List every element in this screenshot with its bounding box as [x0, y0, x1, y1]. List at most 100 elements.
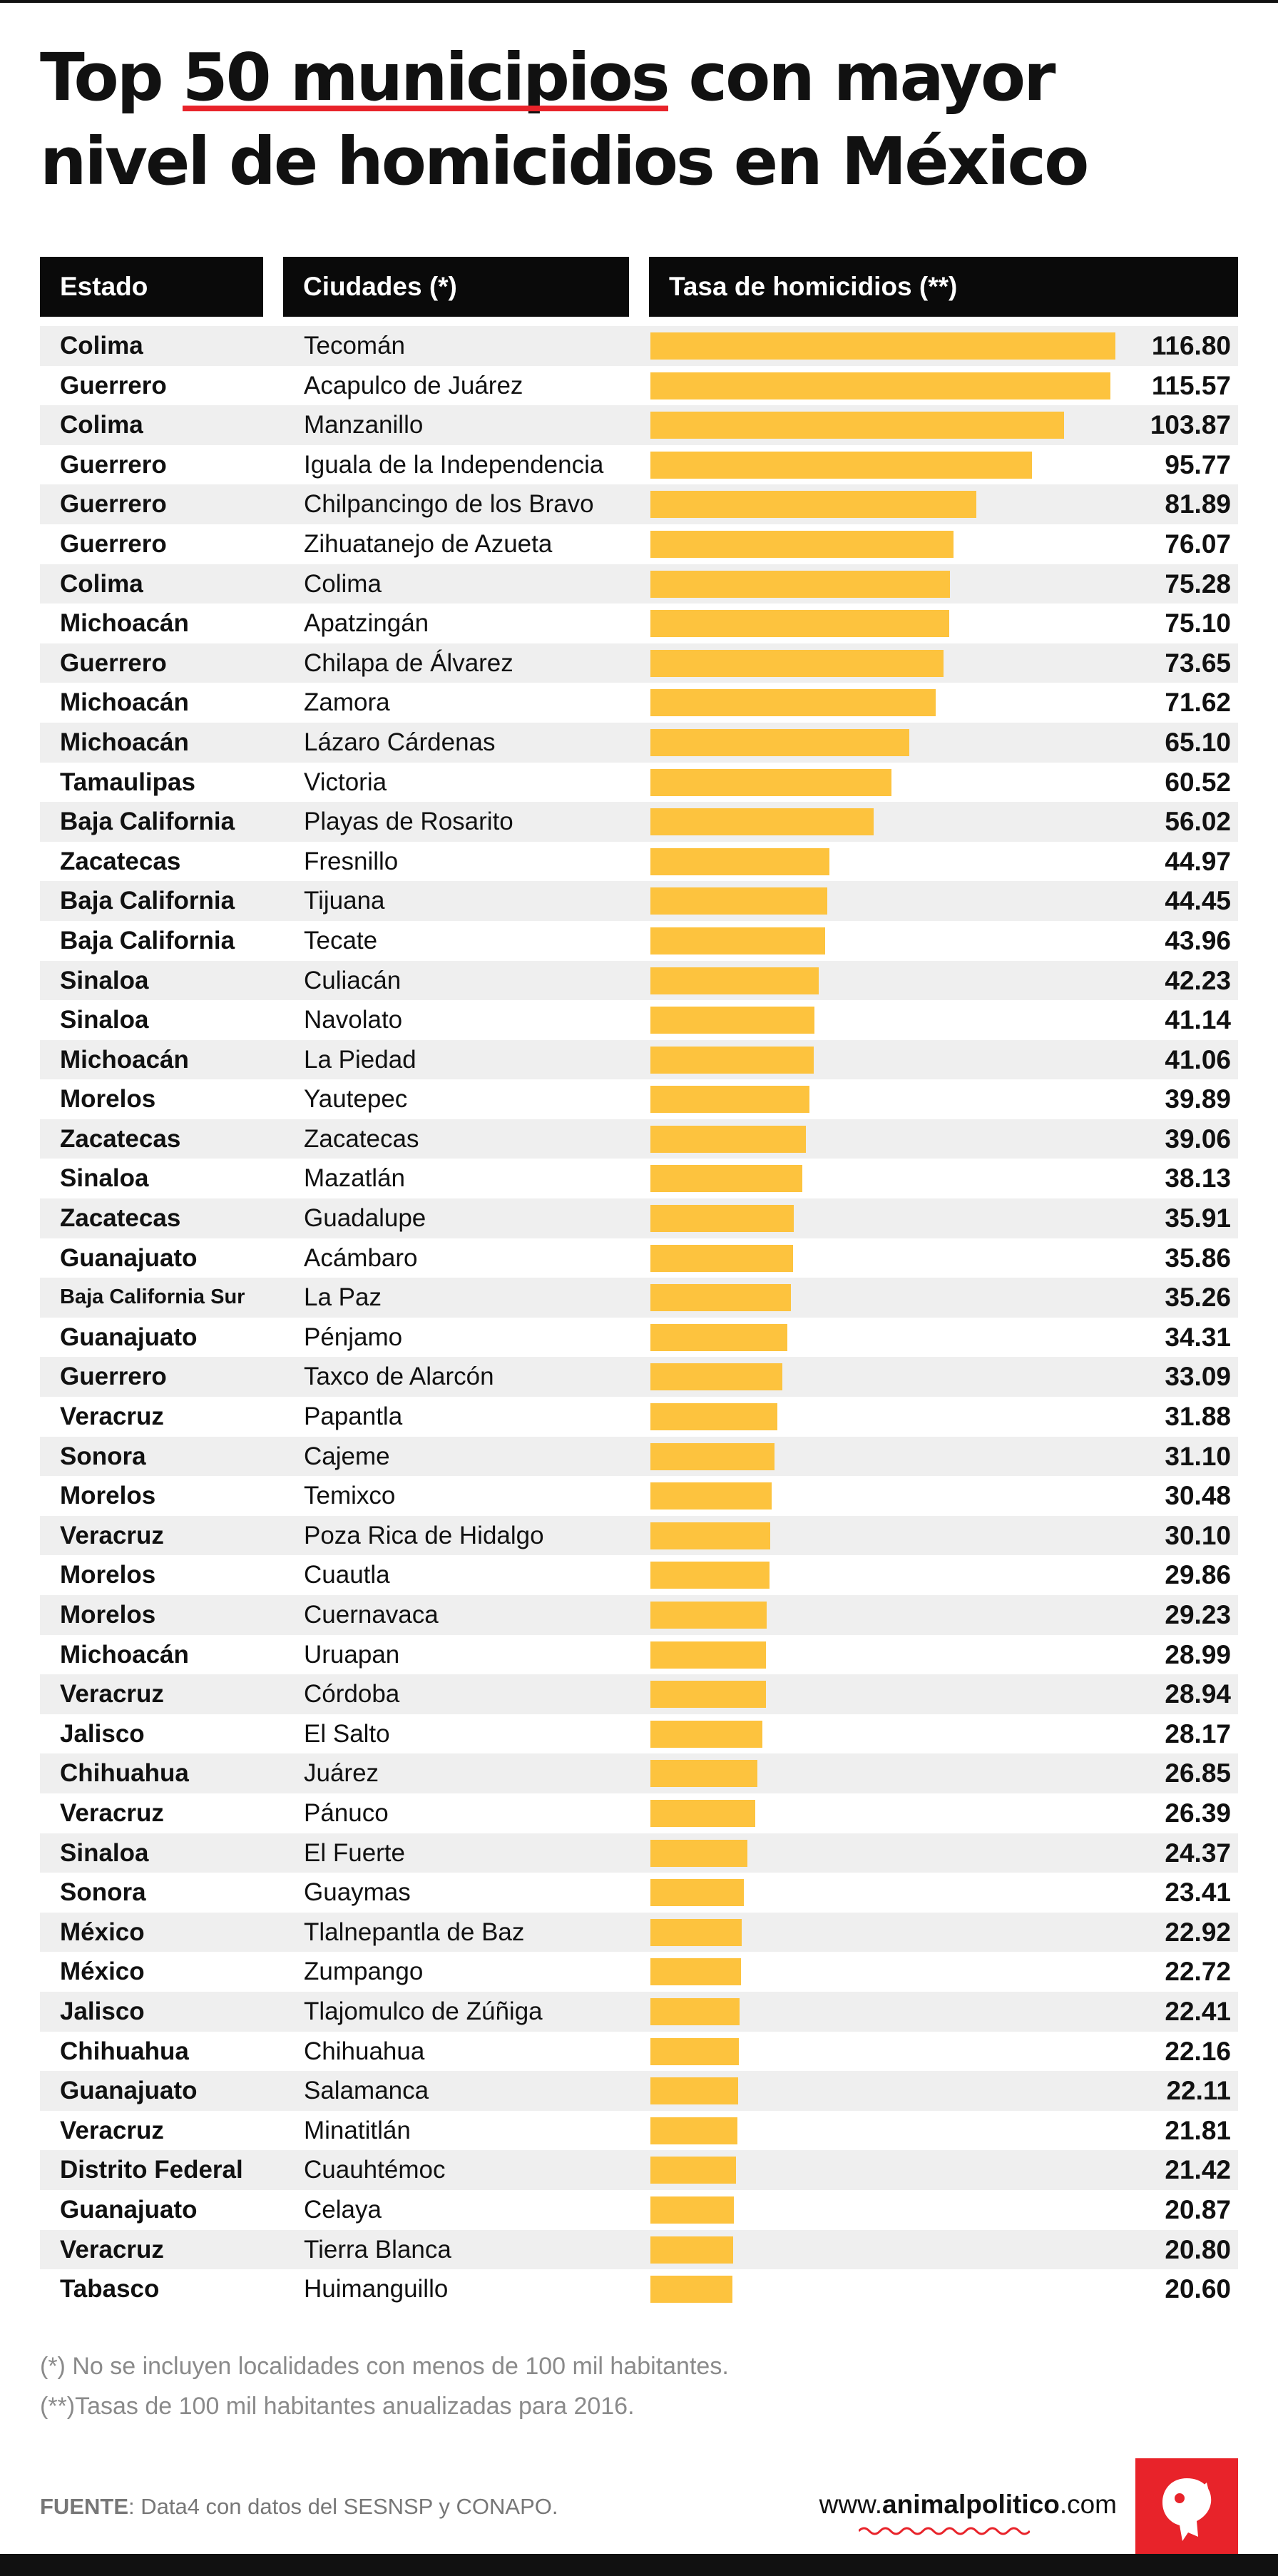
bar [650, 1125, 806, 1153]
row-estado: Sonora [60, 1878, 146, 1907]
row-ciudad: Tijuana [304, 887, 385, 915]
bar [650, 1958, 741, 1986]
table-row: Colima Colima 75.28 [40, 564, 1238, 604]
bar [650, 2117, 737, 2144]
website-link[interactable]: www.animalpolitico.com [819, 2490, 1117, 2520]
bar [650, 1165, 802, 1193]
row-ciudad: Apatzingán [304, 609, 429, 638]
row-value-label: 21.81 [1165, 2115, 1231, 2145]
wave-underline [859, 2527, 1030, 2535]
bar [650, 1641, 766, 1669]
row-estado: Morelos [60, 1561, 156, 1589]
table-row: Morelos Temixco 30.48 [40, 1476, 1238, 1516]
row-value-label: 34.31 [1165, 1322, 1231, 1352]
table-row: Tabasco Huimanguillo 20.60 [40, 2269, 1238, 2309]
table-row: Guanajuato Acámbaro 35.86 [40, 1238, 1238, 1278]
table-row: Distrito Federal Cuauhtémoc 21.42 [40, 2150, 1238, 2190]
row-ciudad: Culiacán [304, 966, 402, 994]
table-row: Zacatecas Fresnillo 44.97 [40, 842, 1238, 882]
row-ciudad: Yautepec [304, 1085, 408, 1114]
bar [650, 1879, 744, 1907]
table-row: Baja California Sur La Paz 35.26 [40, 1278, 1238, 1318]
row-ciudad: Taxco de Alarcón [304, 1363, 494, 1391]
table-row: Sinaloa Culiacán 42.23 [40, 960, 1238, 1001]
row-value-label: 103.87 [1150, 410, 1231, 440]
row-value-label: 73.65 [1165, 648, 1231, 678]
row-ciudad: Papantla [304, 1402, 403, 1431]
row-ciudad: Pánuco [304, 1798, 389, 1827]
row-ciudad: Chilpancingo de los Bravo [304, 490, 594, 519]
row-ciudad: El Salto [304, 1719, 390, 1748]
row-estado: Baja California [60, 887, 235, 915]
bar [650, 1522, 770, 1549]
source-label: FUENTE [40, 2494, 128, 2519]
row-ciudad: Tlalnepantla de Baz [304, 1918, 525, 1946]
table-row: Guerrero Zihuatanejo de Azueta 76.07 [40, 524, 1238, 564]
row-estado: Morelos [60, 1085, 156, 1114]
bar [650, 570, 951, 598]
bar [650, 2077, 739, 2105]
row-value-label: 35.91 [1165, 1203, 1231, 1233]
bar [650, 887, 828, 915]
row-ciudad: Temixco [304, 1482, 396, 1510]
row-value-label: 71.62 [1165, 688, 1231, 718]
row-ciudad: Córdoba [304, 1680, 400, 1709]
bar [650, 1918, 742, 1946]
bar [650, 1760, 757, 1788]
row-ciudad: Salamanca [304, 2077, 429, 2105]
title-highlight: 50 municipios [182, 36, 670, 120]
table-row: Baja California Playas de Rosarito 56.02 [40, 802, 1238, 842]
site-brand: animalpolitico [882, 2490, 1060, 2519]
table-row: Chihuahua Juárez 26.85 [40, 1753, 1238, 1793]
row-ciudad: Pénjamo [304, 1323, 403, 1351]
header-estado: Estado [40, 257, 263, 317]
table-row: Veracruz Pánuco 26.39 [40, 1793, 1238, 1833]
row-ciudad: Colima [304, 569, 382, 598]
row-estado: Veracruz [60, 1521, 164, 1549]
bar [650, 649, 944, 677]
row-estado: México [60, 1918, 145, 1946]
row-value-label: 23.41 [1165, 1878, 1231, 1908]
row-estado: Tabasco [60, 2275, 160, 2303]
row-estado: Zacatecas [60, 1124, 181, 1153]
row-value-label: 35.86 [1165, 1243, 1231, 1273]
bar [650, 1602, 767, 1629]
row-value-label: 26.39 [1165, 1798, 1231, 1828]
table-row: Sinaloa Navolato 41.14 [40, 1000, 1238, 1040]
row-estado: Veracruz [60, 2116, 164, 2144]
title-line2: nivel de homicidios en México [40, 123, 1089, 200]
row-value-label: 22.92 [1165, 1917, 1231, 1947]
bar [650, 412, 1064, 439]
bar [650, 1403, 777, 1431]
row-estado: Chihuahua [60, 1759, 189, 1788]
row-estado: Michoacán [60, 609, 189, 638]
table-row: Michoacán Lázaro Cárdenas 65.10 [40, 722, 1238, 763]
row-value-label: 75.28 [1165, 569, 1231, 599]
row-ciudad: Mazatlán [304, 1164, 406, 1193]
bar [650, 1562, 770, 1589]
row-ciudad: Zacatecas [304, 1124, 419, 1153]
row-ciudad: Manzanillo [304, 411, 424, 439]
row-estado: Veracruz [60, 1680, 164, 1709]
table-row: Veracruz Papantla 31.88 [40, 1397, 1238, 1437]
row-estado: Guerrero [60, 1363, 167, 1391]
title-part1: Top [40, 39, 183, 116]
bar [650, 1839, 747, 1867]
row-ciudad: La Piedad [304, 1045, 416, 1074]
row-estado: Guanajuato [60, 1243, 198, 1272]
row-estado: Michoacán [60, 1640, 189, 1669]
animal-politico-logo-icon [1135, 2458, 1238, 2561]
table-row: Baja California Tecate 43.96 [40, 921, 1238, 961]
bar [650, 2157, 736, 2184]
row-ciudad: Chilapa de Álvarez [304, 648, 513, 677]
row-value-label: 22.16 [1165, 2036, 1231, 2066]
header-ciudades: Ciudades (*) [283, 257, 629, 317]
row-value-label: 21.42 [1165, 2155, 1231, 2185]
table-row: Michoacán Apatzingán 75.10 [40, 604, 1238, 643]
row-estado: México [60, 1958, 145, 1986]
table-row: Sinaloa Mazatlán 38.13 [40, 1159, 1238, 1198]
row-ciudad: Cajeme [304, 1442, 390, 1470]
row-value-label: 28.94 [1165, 1679, 1231, 1709]
bar [650, 451, 1032, 479]
row-value-label: 29.86 [1165, 1560, 1231, 1590]
